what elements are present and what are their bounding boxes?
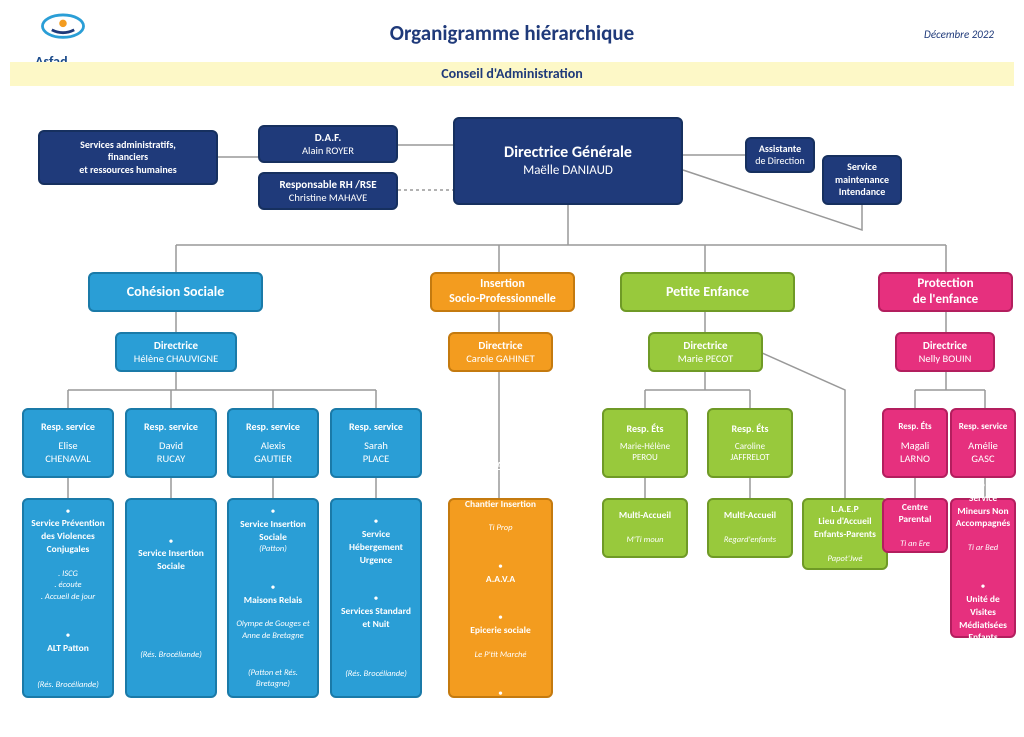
rh-name: Christine MAHAVE xyxy=(289,191,367,204)
box-directrice-generale: Directrice Générale Maëlle DANIAUD xyxy=(453,117,683,205)
daf-role: D.A.F. xyxy=(315,131,342,145)
board-banner: Conseil d'Administration xyxy=(10,62,1014,86)
dept-cohesion-sociale: Cohésion Sociale xyxy=(88,272,263,312)
box-admin-services: Services administratifs, financiers et r… xyxy=(38,130,218,185)
admin-line3: et ressources humaines xyxy=(79,164,176,177)
maint-line3: Intendance xyxy=(839,186,886,199)
dept-petite-enfance: Petite Enfance xyxy=(620,272,795,312)
dept-isp-title: InsertionSocio-Professionnelle xyxy=(449,277,556,307)
svc-pe-2: L.A.E.PLieu d'AccueilEnfants-ParentsPapo… xyxy=(802,498,888,570)
dept-cs-title: Cohésion Sociale xyxy=(127,283,225,301)
resp-pe-1: Resp. Éts CarolineJAFFRELOT xyxy=(707,408,793,478)
dir-pe-name: Marie PECOT xyxy=(678,352,733,365)
svc-cs-3: • Service Hébergement Urgence• Services … xyxy=(330,498,422,698)
dir-cs-name: Hélène CHAUVIGNE xyxy=(134,352,218,365)
admin-line2: financiers xyxy=(108,151,148,164)
dept-protection-enfance: Protectionde l'enfance xyxy=(878,272,1013,312)
dir-cs: Directrice Hélène CHAUVIGNE xyxy=(115,332,237,372)
dir-pde-role: Directrice xyxy=(923,339,967,353)
dg-role: Directrice Générale xyxy=(504,143,632,163)
dir-pe-role: Directrice xyxy=(683,339,727,353)
svc-cs-2: • Service Insertion Sociale (Patton)• Ma… xyxy=(227,498,319,698)
dept-pde-title: Protectionde l'enfance xyxy=(913,276,978,309)
svc-pe-1: Multi-AccueilRegard'enfants xyxy=(707,498,793,558)
daf-name: Alain ROYER xyxy=(302,144,354,157)
svc-isp: I.A.E :Chantier InsertionTi Prop• A.A.V.… xyxy=(448,498,553,698)
dir-pde: Directrice Nelly BOUIN xyxy=(895,332,995,372)
dir-isp-role: Directrice xyxy=(478,339,522,353)
resp-pde-0: Resp. Éts MagaliLARNO xyxy=(882,408,948,478)
box-rh: Responsable RH /RSE Christine MAHAVE xyxy=(258,172,398,210)
svc-pe-0: Multi-AccueilM'Ti moun xyxy=(602,498,688,558)
dg-name: Maëlle DANIAUD xyxy=(523,163,613,179)
dir-pe: Directrice Marie PECOT xyxy=(648,332,763,372)
assist-line2: de Direction xyxy=(755,155,805,168)
resp-cs-2: Resp. service AlexisGAUTIER xyxy=(227,408,319,478)
box-assistante: Assistante de Direction xyxy=(745,137,815,173)
resp-cs-3: Resp. service SarahPLACE xyxy=(330,408,422,478)
resp-pe-0: Resp. Éts Marie-HélènePEROU xyxy=(602,408,688,478)
dir-pde-name: Nelly BOUIN xyxy=(919,352,972,365)
dept-pe-title: Petite Enfance xyxy=(666,283,749,301)
rh-role: Responsable RH /RSE xyxy=(279,178,376,192)
box-daf: D.A.F. Alain ROYER xyxy=(258,125,398,163)
dept-insertion: InsertionSocio-Professionnelle xyxy=(430,272,575,312)
dir-cs-role: Directrice xyxy=(154,339,198,353)
resp-cs-0: Resp. service EliseCHENAVAL xyxy=(22,408,114,478)
maint-line1: Service xyxy=(847,161,877,174)
svc-pde-1: • Service Mineurs Non AccompagnésTi ar B… xyxy=(950,498,1016,638)
resp-pde-1: Resp. service AmélieGASC xyxy=(950,408,1016,478)
dir-isp-name: Carole GAHINET xyxy=(466,352,535,365)
page-title: Organigramme hiérarchique xyxy=(0,20,1024,46)
date-label: Décembre 2022 xyxy=(924,28,994,41)
svc-cs-0: • Service Prévention des Violences Conju… xyxy=(22,498,114,698)
box-maintenance: Service maintenance Intendance xyxy=(822,155,902,205)
svc-pde-0: Centre ParentalTi an Ere xyxy=(882,498,948,553)
svc-cs-1: • Service Insertion Sociale(Rés. Brocéli… xyxy=(125,498,217,698)
dir-isp: Directrice Carole GAHINET xyxy=(448,332,553,372)
resp-cs-1: Resp. service DavidRUCAY xyxy=(125,408,217,478)
